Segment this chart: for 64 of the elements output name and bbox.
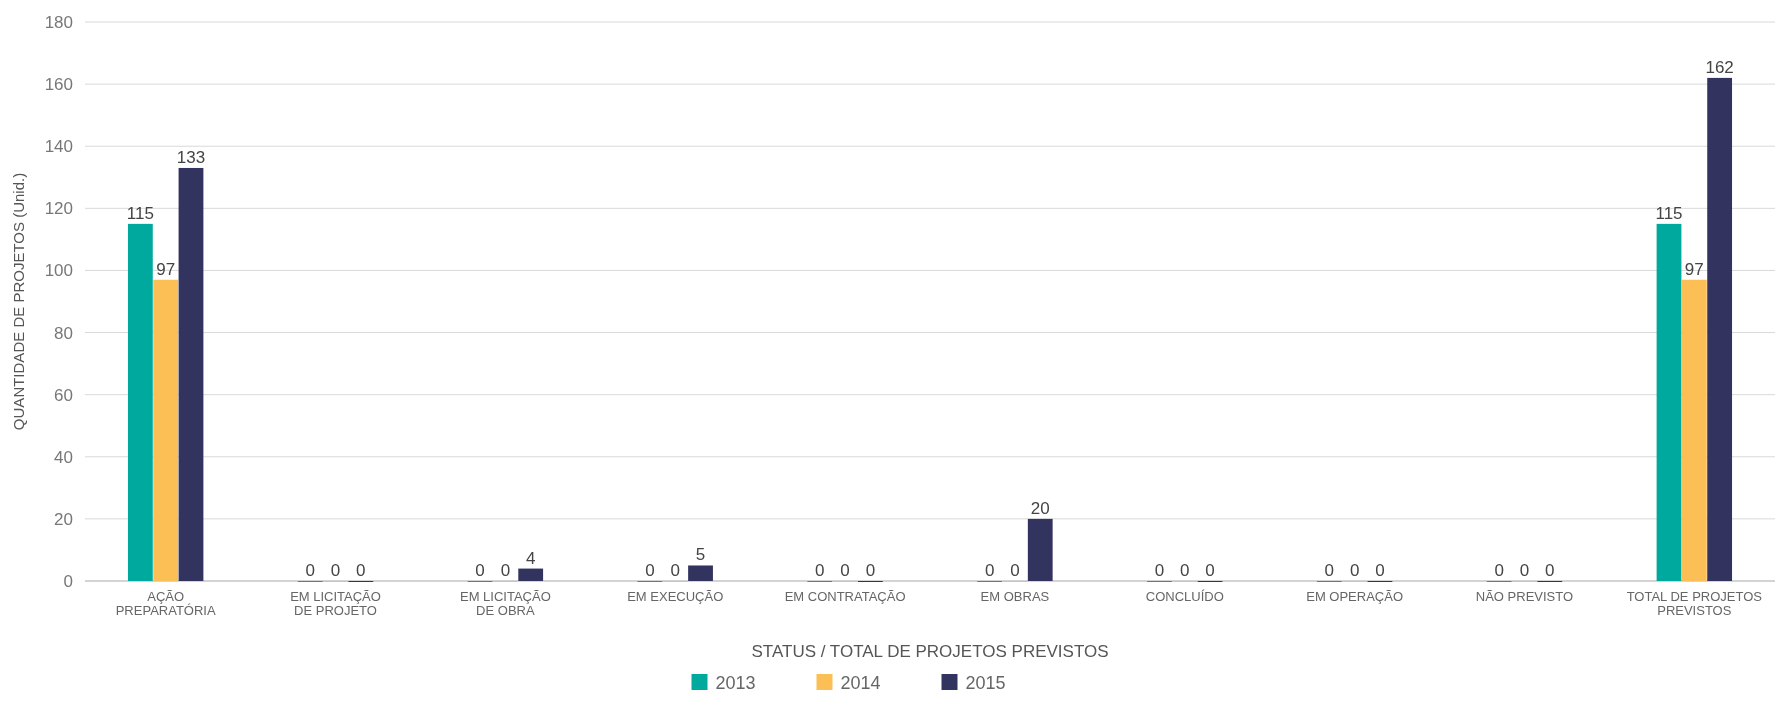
- x-tick-label: EM LICITAÇÃO DE OBRA: [459, 589, 551, 618]
- data-label: 0: [840, 561, 850, 580]
- data-label: 0: [645, 561, 655, 580]
- data-label: 4: [525, 548, 536, 568]
- bar: [1707, 77, 1733, 581]
- data-label: 0: [330, 561, 341, 580]
- data-label: 0: [1519, 561, 1530, 580]
- x-tick-label: TOTAL DE PROJETOS PREVISTOS: [1626, 589, 1763, 618]
- y-tick-label: 0: [63, 571, 73, 591]
- data-label: 0: [356, 561, 366, 580]
- data-label: 20: [1030, 498, 1050, 518]
- data-label: 5: [695, 545, 706, 565]
- y-tick-label: 100: [44, 261, 73, 281]
- data-label: 0: [1010, 561, 1020, 580]
- data-label: 0: [1494, 561, 1504, 580]
- y-tick-label: 120: [44, 199, 73, 219]
- x-tick-label: NÃO PREVISTO: [1475, 589, 1574, 604]
- x-tick-label: AÇÃO PREPARATÓRIA: [115, 589, 216, 618]
- y-tick-label: 80: [54, 323, 73, 343]
- x-tick-label: CONCLUÍDO: [1145, 589, 1224, 604]
- data-label: 0: [1349, 561, 1360, 580]
- bar: [127, 223, 153, 581]
- data-label: 133: [176, 147, 206, 167]
- y-tick-label: 40: [54, 447, 73, 467]
- data-label: 0: [305, 561, 315, 580]
- x-tick-label: EM LICITAÇÃO DE PROJETO: [290, 589, 381, 618]
- bar: [1027, 518, 1053, 581]
- data-label: 97: [156, 259, 176, 279]
- y-tick-label: 180: [44, 12, 73, 32]
- data-label: 97: [1684, 259, 1704, 279]
- y-tick-label: 140: [44, 137, 73, 157]
- data-label: 0: [500, 561, 511, 580]
- x-tick-label: EM OBRAS: [980, 589, 1050, 604]
- data-label: 0: [1375, 561, 1385, 580]
- bar: [688, 565, 713, 581]
- data-label: 0: [1154, 561, 1165, 580]
- data-label: 0: [475, 561, 485, 580]
- bar: [518, 568, 544, 581]
- data-label: 0: [1180, 561, 1190, 580]
- data-label: 0: [984, 561, 995, 580]
- data-label: 0: [1545, 561, 1555, 580]
- bar: [1656, 223, 1682, 581]
- bar: [153, 279, 179, 581]
- x-axis-title: STATUS / TOTAL DE PROJETOS PREVISTOS: [751, 642, 1109, 661]
- y-tick-label: 20: [54, 509, 73, 529]
- data-label: 0: [670, 561, 680, 580]
- x-tick-label: EM EXECUÇÃO: [627, 589, 724, 604]
- x-tick-label: EM CONTRATAÇÃO: [784, 589, 906, 604]
- data-label: 115: [126, 203, 154, 223]
- bar: [178, 167, 204, 581]
- legend-label: 2015: [965, 673, 1006, 693]
- data-label: 0: [865, 561, 876, 580]
- data-label: 115: [1655, 203, 1683, 223]
- x-tick-label: EM OPERAÇÃO: [1306, 589, 1404, 604]
- y-tick-label: 160: [44, 75, 73, 95]
- y-tick-label: 60: [54, 385, 73, 405]
- data-label: 0: [815, 561, 825, 580]
- data-label: 162: [1705, 57, 1734, 77]
- data-label: 0: [1205, 561, 1215, 580]
- y-axis-title: QUANTIDADE DE PROJETOS (Unid.): [10, 172, 27, 431]
- bar: [1681, 279, 1707, 581]
- legend-label: 2013: [715, 673, 756, 693]
- data-label: 0: [1324, 561, 1335, 580]
- legend-label: 2014: [840, 673, 881, 693]
